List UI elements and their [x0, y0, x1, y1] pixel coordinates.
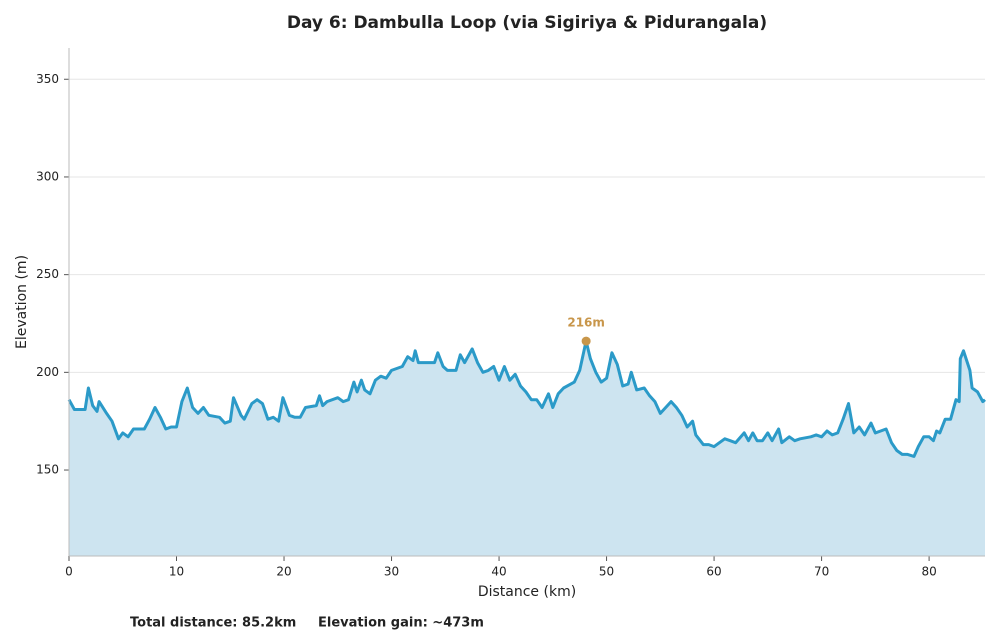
- peak-label: 216m: [567, 316, 605, 330]
- y-tick-label: 250: [36, 267, 59, 281]
- chart-title: Day 6: Dambulla Loop (via Sigiriya & Pid…: [287, 13, 767, 33]
- x-tick-label: 20: [276, 565, 291, 579]
- x-tick-label: 70: [814, 565, 829, 579]
- y-tick-label: 300: [36, 169, 59, 183]
- peak-marker: [581, 336, 591, 346]
- x-axis-label: Distance (km): [478, 584, 576, 600]
- y-axis-label: Elevation (m): [14, 255, 30, 349]
- footer-gain: Elevation gain: ~473m: [318, 616, 484, 631]
- x-tick-label: 0: [65, 565, 73, 579]
- x-tick-label: 60: [706, 565, 721, 579]
- elevation-area: [69, 341, 985, 556]
- y-tick-label: 150: [36, 463, 59, 477]
- x-tick-label: 10: [169, 565, 184, 579]
- x-tick-label: 40: [491, 565, 506, 579]
- y-tick-label: 350: [36, 72, 59, 86]
- x-tick-label: 80: [921, 565, 936, 579]
- x-tick-label: 30: [384, 565, 399, 579]
- elevation-line: [67, 339, 986, 458]
- x-tick-label: 50: [599, 565, 614, 579]
- footer-distance: Total distance: 85.2km: [130, 616, 296, 631]
- y-tick-label: 200: [36, 365, 59, 379]
